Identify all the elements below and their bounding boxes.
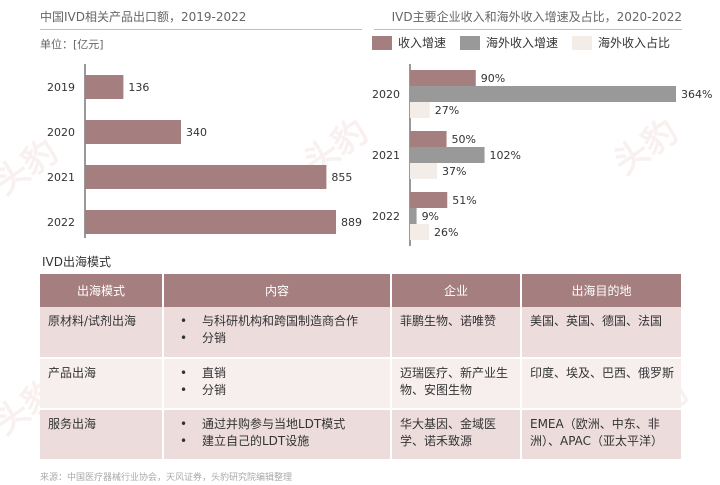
bar-2021-series-0: [410, 131, 447, 147]
left-chart-title: 中国IVD相关产品出口额，2019-2022: [40, 10, 247, 24]
legend-swatch: [460, 35, 481, 50]
legend-swatch: [372, 35, 392, 50]
cell-content: 通过并购参与当地LDT模式 建立自己的LDT设施: [163, 409, 392, 461]
data-label-2022-series-1: 9%: [422, 210, 439, 223]
header-destinations: 出海目的地: [521, 274, 681, 307]
bar-2021: [85, 165, 327, 189]
content-item: 分销: [172, 382, 384, 399]
data-label-2021-series-0: 50%: [452, 133, 476, 146]
category-label-2021: 2021: [372, 149, 400, 162]
table-header-row: 出海模式 内容 企业 出海目的地: [40, 274, 681, 307]
legend-label: 海外收入占比: [598, 36, 671, 50]
data-label-2020-series-0: 90%: [481, 72, 505, 85]
export-bar-chart: 2019 136 2020 340 2021 855 2022 889: [47, 64, 362, 238]
legend-item-revenue-growth: 收入增速: [372, 34, 446, 51]
value-label-2021: 855: [331, 171, 352, 184]
header-content: 内容: [163, 274, 392, 307]
cell-content: 与科研机构和跨国制造商合作 分销: [163, 307, 392, 359]
header-mode: 出海模式: [40, 274, 164, 307]
cell-companies: 菲鹏生物、诺唯赞: [391, 307, 522, 359]
category-label-2020: 2020: [47, 126, 75, 139]
cell-destinations: 印度、埃及、巴西、俄罗斯: [521, 358, 681, 410]
data-label-2022-series-0: 51%: [452, 194, 476, 207]
bar-2020-series-2: [410, 102, 430, 118]
value-label-2022: 889: [341, 216, 362, 229]
cell-mode: 产品出海: [40, 358, 164, 410]
value-label-2019: 136: [128, 81, 149, 94]
table-row: 产品出海 直销 分销 迈瑞医疗、新产业生物、安图生物 印度、埃及、巴西、俄罗斯: [40, 358, 681, 410]
data-label-2022-series-2: 26%: [434, 226, 458, 239]
unit-label: 单位：[亿元]: [40, 38, 104, 51]
content-item: 通过并购参与当地LDT模式: [172, 416, 384, 433]
content-item: 与科研机构和跨国制造商合作: [172, 313, 384, 330]
source-note: 来源：中国医疗器械行业协会，天风证券，头豹研究院编辑整理: [40, 473, 293, 483]
cell-destinations: 美国、英国、德国、法国: [521, 307, 681, 359]
legend-label: 海外收入增速: [486, 36, 559, 50]
content-item: 建立自己的LDT设施: [172, 433, 384, 450]
bar-2021-series-1: [410, 147, 485, 163]
category-label-2021: 2021: [47, 171, 75, 184]
bar-2020-series-1: [410, 86, 676, 102]
right-chart-title: IVD主要企业收入和海外收入增速及占比，2020-2022: [391, 10, 682, 24]
bar-2020-series-0: [410, 70, 476, 86]
cell-mode: 原材料/试剂出海: [40, 307, 164, 359]
data-label-2021-series-1: 102%: [490, 149, 521, 162]
table-row: 原材料/试剂出海 与科研机构和跨国制造商合作 分销 菲鹏生物、诺唯赞 美国、英国…: [40, 307, 681, 359]
table-row: 服务出海 通过并购参与当地LDT模式 建立自己的LDT设施 华大基因、金域医学、…: [40, 409, 681, 461]
growth-bar-chart: 2020 90% 364% 27% 2021 50% 102% 37% 2022 51% 9% 26%: [372, 64, 712, 246]
data-label-2021-series-2: 37%: [442, 165, 466, 178]
cell-content: 直销 分销: [163, 358, 392, 410]
bar-2022-series-1: [410, 208, 417, 224]
cell-mode: 服务出海: [40, 409, 164, 461]
category-label-2022: 2022: [47, 216, 75, 229]
section-title: IVD出海模式: [42, 255, 111, 269]
data-label-2020-series-1: 364%: [681, 88, 712, 101]
bar-2020: [85, 120, 181, 144]
category-label-2022: 2022: [372, 210, 400, 223]
legend-item-overseas-share: 海外收入占比: [572, 34, 670, 51]
left-title-divider: [40, 29, 362, 30]
right-title-divider: [374, 29, 682, 30]
category-label-2019: 2019: [47, 81, 75, 94]
legend-swatch: [572, 35, 593, 50]
ivd-mode-table: 出海模式 内容 企业 出海目的地 原材料/试剂出海 与科研机构和跨国制造商合作 …: [40, 274, 681, 461]
content-item: 直销: [172, 365, 384, 382]
legend: 收入增速 海外收入增速 海外收入占比: [358, 34, 670, 51]
header-companies: 企业: [391, 274, 522, 307]
bar-2022-series-2: [410, 224, 429, 240]
bar-2022: [85, 210, 336, 234]
category-label-2020: 2020: [372, 88, 400, 101]
data-label-2020-series-2: 27%: [435, 104, 459, 117]
bar-2019: [85, 75, 124, 99]
value-label-2020: 340: [186, 126, 207, 139]
content-item: 分销: [172, 330, 384, 347]
cell-companies: 迈瑞医疗、新产业生物、安图生物: [391, 358, 522, 410]
bar-2022-series-0: [410, 192, 448, 208]
cell-companies: 华大基因、金域医学、诺禾致源: [391, 409, 522, 461]
legend-label: 收入增速: [398, 36, 447, 50]
legend-item-overseas-growth: 海外收入增速: [460, 34, 558, 51]
cell-destinations: EMEA（欧洲、中东、非洲）、APAC（亚太平洋）: [521, 409, 681, 461]
bar-2021-series-2: [410, 163, 438, 179]
